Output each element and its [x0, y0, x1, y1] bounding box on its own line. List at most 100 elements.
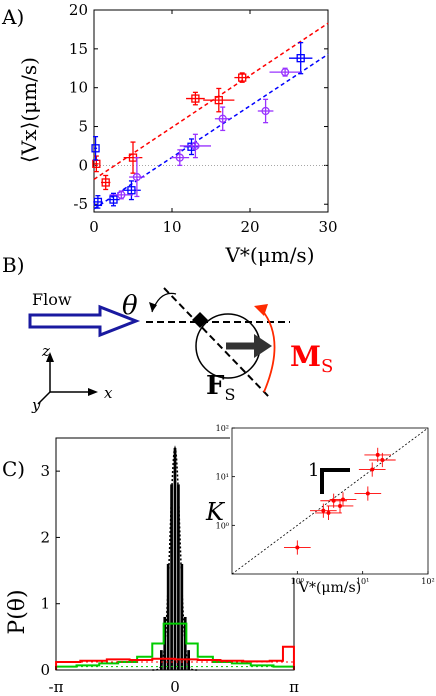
inset-xlabel: V*(μm/s) — [298, 580, 361, 596]
circle-marker — [132, 172, 142, 182]
y-tick-label: 15 — [69, 40, 88, 58]
data-point — [129, 156, 145, 198]
inset-x-tick-label: 10² — [421, 577, 434, 586]
inset-marker — [338, 503, 343, 508]
x-tick-label: 10 — [162, 218, 181, 236]
y-tick-label: 3 — [40, 462, 50, 480]
y-tick-label: 20 — [69, 1, 88, 19]
slope-triangle-icon — [320, 468, 350, 494]
axis-x-label: x — [104, 384, 113, 402]
inset-x-tick-label: 10⁰ — [291, 577, 304, 586]
fit-line — [93, 22, 329, 180]
circle-marker — [261, 106, 270, 116]
square-marker — [101, 178, 110, 187]
data-point — [214, 106, 231, 132]
coordinate-axes-icon — [37, 352, 98, 405]
x-tick-label: π — [289, 678, 299, 696]
x-tick-label: 30 — [318, 218, 337, 236]
data-point — [203, 87, 235, 113]
head-marker-icon — [192, 312, 208, 328]
flow-arrow-icon — [28, 304, 141, 338]
moment-label: MS — [290, 340, 333, 377]
circle-marker — [191, 141, 200, 151]
inset-marker — [380, 458, 385, 463]
data-point — [91, 135, 100, 161]
x-tick-label: 0 — [170, 678, 180, 696]
panel-a-frame — [93, 9, 329, 213]
inset-data-point — [315, 505, 342, 521]
moment-arc-icon — [261, 309, 276, 393]
inset-marker — [295, 545, 300, 550]
axis-z-label: z — [41, 342, 50, 360]
inset-data-point — [309, 503, 337, 518]
panel-a-xlabel: V*(μm/s) — [224, 243, 314, 267]
histogram-bar — [166, 563, 170, 670]
data-point — [170, 149, 190, 167]
square-marker — [191, 94, 200, 103]
force-arrow-icon — [226, 334, 272, 358]
inset-plot — [231, 427, 429, 575]
inset-y-tick-label: 10² — [216, 424, 229, 433]
y-tick-label: 10 — [69, 79, 88, 97]
data-point — [186, 91, 205, 106]
panel-a-ylabel: ⟨Vx⟩(μm/s) — [17, 57, 41, 163]
inset-y-tick-label: 10¹ — [216, 473, 229, 482]
panel-b: B) Flow θ FS MS — [2, 253, 333, 414]
inset-ticks: 10⁰ 10¹ 10² 10⁰ 10¹ 10² — [216, 424, 435, 586]
square-marker — [127, 186, 136, 195]
x-tick-label: 0 — [89, 218, 99, 236]
panel-a-label: A) — [1, 5, 24, 29]
inset-data-point — [358, 462, 386, 477]
histogram-bar — [173, 447, 177, 670]
data-point — [257, 98, 274, 124]
inset-data-point — [368, 452, 396, 468]
body-axis-line — [163, 287, 271, 399]
inset-data-point — [354, 486, 382, 501]
histogram-bar — [177, 484, 180, 670]
inset-marker — [321, 508, 326, 513]
circle-marker — [117, 190, 126, 200]
inset-marker — [370, 467, 375, 472]
data-point — [123, 141, 143, 174]
y-tick-label: 1 — [40, 595, 50, 613]
histogram-bar — [180, 563, 184, 670]
histogram-bar — [170, 484, 173, 670]
data-point — [93, 195, 103, 209]
square-marker — [214, 95, 223, 105]
square-marker — [93, 197, 103, 207]
square-marker — [238, 73, 247, 82]
square-marker — [91, 144, 100, 153]
histogram-bar — [160, 650, 163, 670]
data-point — [109, 190, 133, 200]
theta-arc-arrowhead-icon — [149, 302, 157, 312]
flow-label: Flow — [32, 290, 72, 309]
inset-background — [230, 420, 432, 578]
y-tick-label: 0 — [40, 661, 50, 679]
panel-a-plot — [91, 22, 329, 210]
data-point — [122, 180, 141, 201]
panel-c-ylabel: P(θ) — [5, 589, 30, 634]
data-point — [234, 72, 250, 83]
inset-marker — [375, 452, 380, 457]
inset-panel: 10⁰ 10¹ 10² 10⁰ 10¹ 10² 1 K V*(μm/s) — [205, 420, 435, 596]
x-tick-label: -π — [49, 678, 64, 696]
panel-c-label: C) — [2, 457, 25, 481]
y-tick-label: 5 — [78, 118, 88, 136]
data-point — [269, 67, 301, 77]
theta-label: θ — [122, 291, 138, 321]
gaussian-envelope — [152, 445, 198, 671]
axis-y-label: y — [31, 396, 41, 414]
circle-marker — [175, 153, 184, 162]
step-histogram — [55, 622, 295, 670]
inset-marker — [326, 510, 331, 515]
y-tick-label: 2 — [40, 528, 50, 546]
panel-c-plot — [55, 445, 295, 671]
inset-data-point — [326, 498, 354, 514]
data-point — [101, 174, 111, 191]
data-point — [179, 133, 211, 159]
